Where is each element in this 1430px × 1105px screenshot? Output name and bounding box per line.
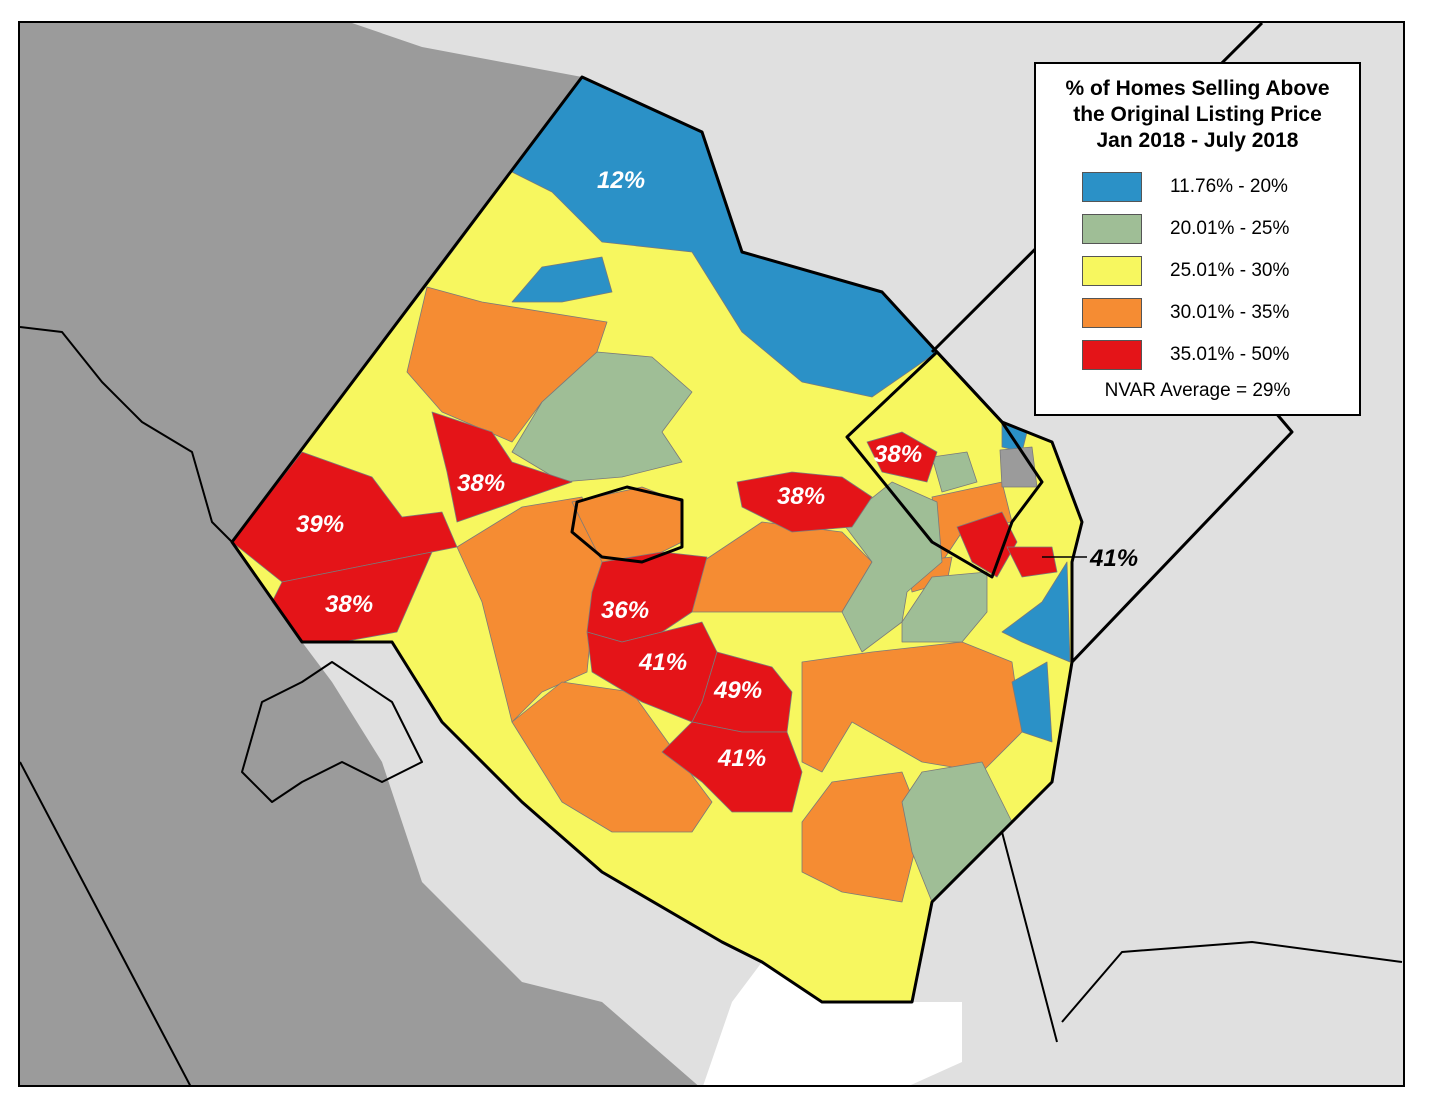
label-center-upper: 36% bbox=[601, 597, 649, 624]
label-central-east: 38% bbox=[777, 483, 825, 510]
region-green-east2 bbox=[901, 571, 988, 643]
region-green-north bbox=[511, 351, 693, 483]
legend-title-line-2: the Original Listing Price bbox=[1073, 103, 1322, 126]
region-green-ne bbox=[931, 451, 978, 493]
legend-swatch-3 bbox=[1082, 256, 1142, 286]
region-red-central-west bbox=[431, 411, 573, 523]
region-red-east-callout bbox=[1006, 546, 1058, 578]
label-northeast: 38% bbox=[874, 441, 922, 468]
neighbor-boundary-south bbox=[20, 761, 1403, 1085]
region-blue-east bbox=[1001, 561, 1071, 663]
label-center-right: 49% bbox=[713, 677, 762, 704]
region-blue-east2 bbox=[1011, 661, 1053, 743]
legend-label-3: 25.01% - 30% bbox=[1170, 260, 1290, 281]
label-center-lower: 41% bbox=[717, 745, 766, 772]
legend-label-1: 11.76% - 20% bbox=[1170, 176, 1288, 197]
region-red-east-small bbox=[956, 511, 1018, 578]
map-legend: % of Homes Selling Above the Original Li… bbox=[1034, 62, 1361, 416]
legend-label-2: 20.01% - 25% bbox=[1170, 218, 1290, 239]
region-red-center-lower bbox=[661, 721, 803, 813]
legend-average-note: NVAR Average = 29% bbox=[1104, 380, 1291, 401]
map-frame: 12% 39% 38% 38% 38% 38% 36% 41% 49% 41% … bbox=[18, 21, 1405, 1087]
region-orange-south bbox=[511, 681, 713, 833]
island-boundary bbox=[241, 661, 423, 803]
legend-label-5: 35.01% - 50% bbox=[1170, 344, 1290, 365]
label-north-blue: 12% bbox=[597, 167, 645, 194]
region-red-central-east bbox=[736, 471, 873, 533]
legend-item-3: 25.01% - 30% bbox=[1082, 255, 1289, 287]
legend-item-2: 20.01% - 25% bbox=[1082, 213, 1289, 245]
label-west-upper: 39% bbox=[296, 511, 344, 538]
label-central-west: 38% bbox=[457, 470, 505, 497]
label-center-mid: 41% bbox=[638, 649, 687, 676]
label-west-lower: 38% bbox=[325, 591, 373, 618]
enclave-boundary bbox=[570, 485, 684, 564]
legend-title-line-1: % of Homes Selling Above bbox=[1065, 77, 1330, 100]
west-river-boundary bbox=[20, 326, 233, 543]
legend-title-line-3: Jan 2018 - July 2018 bbox=[1096, 129, 1299, 152]
legend-swatch-2 bbox=[1082, 214, 1142, 244]
legend-item-5: 35.01% - 50% bbox=[1082, 339, 1289, 371]
outside-county-dark bbox=[20, 23, 698, 1085]
region-north-blue-small bbox=[511, 256, 613, 303]
region-red-west-upper bbox=[231, 451, 458, 583]
county-boundary bbox=[230, 75, 1084, 1004]
city-boundary-east bbox=[845, 350, 1044, 579]
legend-swatch-5 bbox=[1082, 340, 1142, 370]
outside-white bbox=[703, 952, 962, 1085]
legend-item-4: 30.01% - 35% bbox=[1082, 297, 1289, 329]
region-red-northeast bbox=[866, 431, 938, 483]
region-orange-south2 bbox=[801, 771, 923, 903]
label-east-callout: 41% bbox=[1089, 545, 1138, 572]
legend-title: % of Homes Selling Above the Original Li… bbox=[1036, 76, 1359, 154]
legend-swatch-4 bbox=[1082, 298, 1142, 328]
legend-item-1: 11.76% - 20% bbox=[1082, 171, 1288, 203]
legend-label-4: 30.01% - 35% bbox=[1170, 302, 1290, 323]
legend-swatch-1 bbox=[1082, 172, 1142, 202]
